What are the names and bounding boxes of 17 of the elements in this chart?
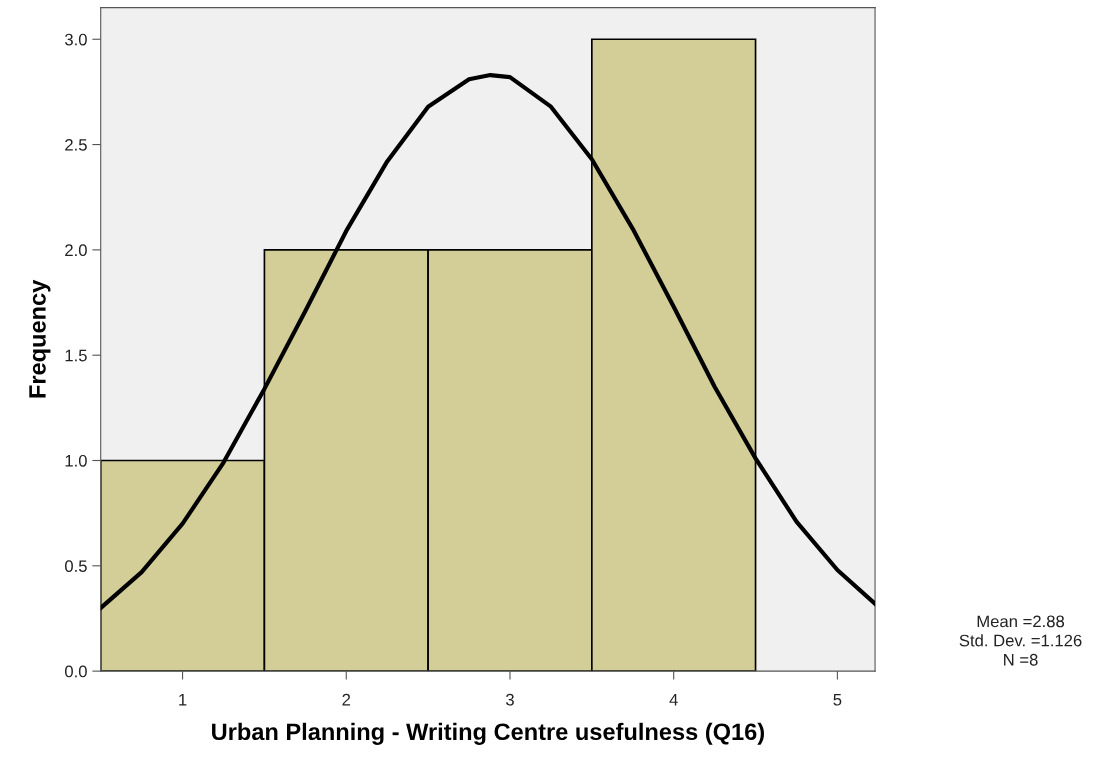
x-tick-label: 4 [669, 693, 678, 706]
y-tick-label: 0.0 [65, 665, 87, 678]
y-tick-label: 3.0 [64, 33, 87, 46]
text: Std. Dev. =1.126 [959, 634, 1082, 647]
y-tick-label: 0.5 [65, 560, 87, 573]
y-tick-label: 2.0 [65, 244, 87, 257]
y-tick-label: 2.5 [65, 138, 87, 151]
x-tick-label: 1 [179, 693, 187, 706]
x-tick-label: 3 [505, 693, 514, 706]
text: N =8 [1004, 653, 1038, 666]
y-axis-title: Frequency [29, 279, 51, 398]
y-tick-label: 1.0 [65, 454, 87, 467]
x-axis-title: Urban Planning - Writing Centre usefulness (Q16) [212, 722, 764, 745]
x-tick-label: 2 [342, 693, 351, 706]
text: Mean =2.88 [977, 615, 1065, 628]
y-tick-label: 1.5 [65, 349, 87, 362]
x-tick-label: 5 [833, 693, 842, 706]
